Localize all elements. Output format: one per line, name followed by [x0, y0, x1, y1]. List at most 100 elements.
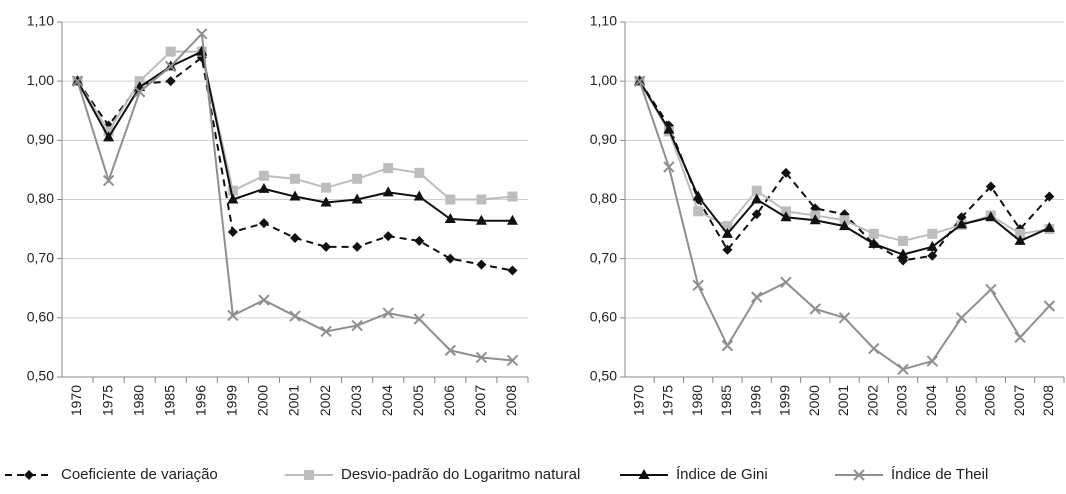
marker — [956, 212, 967, 223]
marker — [926, 355, 939, 367]
marker — [927, 250, 938, 261]
marker — [444, 213, 456, 224]
x-tick-label: 2007 — [472, 385, 488, 416]
marker — [985, 211, 997, 222]
marker — [476, 194, 487, 205]
marker — [1043, 300, 1056, 312]
marker — [444, 344, 457, 357]
marker — [165, 46, 176, 57]
x-tick-label: 1975 — [99, 385, 115, 416]
marker — [897, 248, 909, 259]
marker — [414, 167, 425, 178]
x-tick-label: 2005 — [952, 385, 968, 416]
marker — [227, 185, 238, 196]
x-tick-label: 1970 — [68, 385, 84, 416]
marker — [1014, 234, 1026, 245]
x-tick-label: 2002 — [317, 385, 333, 416]
x-tick-label: 1970 — [630, 385, 646, 416]
marker — [383, 163, 394, 174]
y-tick-label: 1,10 — [27, 13, 54, 29]
x-tick-label: 1985 — [718, 385, 734, 416]
marker — [476, 259, 487, 270]
marker — [445, 253, 456, 264]
marker — [133, 86, 146, 98]
marker — [692, 279, 704, 291]
x-tick-label: 2006 — [441, 385, 457, 416]
marker — [780, 167, 791, 178]
x-tick-label: 2008 — [1040, 385, 1056, 416]
marker — [722, 244, 733, 255]
legend-label: Desvio-padrão do Logaritmo natural — [341, 466, 580, 483]
marker — [955, 312, 968, 324]
marker — [839, 220, 850, 231]
marker — [290, 173, 300, 184]
x-tick-label: 2003 — [894, 385, 910, 416]
x-tick-label: 1985 — [161, 385, 177, 416]
marker — [103, 120, 114, 131]
marker — [258, 170, 269, 181]
marker — [506, 354, 519, 367]
x-tick-label: 2001 — [286, 385, 302, 416]
legend-label: Índice de Theil — [891, 466, 988, 483]
x-tick-label: 2004 — [379, 385, 395, 416]
x-tick-label: 2000 — [806, 385, 822, 416]
marker — [321, 182, 332, 193]
marker — [413, 313, 425, 325]
marker — [633, 75, 646, 87]
x-tick-label: 1975 — [660, 385, 676, 416]
y-tick-label: 0,70 — [590, 249, 617, 265]
marker — [751, 209, 762, 220]
x-tick-label: 1999 — [777, 385, 793, 416]
marker — [382, 186, 394, 197]
marker — [289, 310, 301, 322]
marker — [320, 325, 332, 338]
marker — [663, 123, 675, 134]
x-tick-label: 2002 — [864, 385, 880, 416]
x-tick-label: 2005 — [410, 385, 426, 416]
marker — [1015, 228, 1026, 239]
marker — [165, 76, 176, 87]
x-tick-label: 2000 — [255, 385, 271, 416]
marker — [413, 190, 425, 201]
marker — [506, 214, 518, 225]
marker — [692, 190, 704, 201]
marker — [289, 190, 301, 201]
y-tick-label: 1,00 — [27, 72, 54, 88]
marker — [868, 228, 879, 239]
marker — [227, 309, 239, 322]
y-tick-label: 1,00 — [590, 72, 617, 88]
y-tick-label: 0,60 — [27, 309, 54, 325]
marker — [507, 191, 518, 202]
y-tick-label: 0,80 — [590, 190, 617, 206]
marker — [258, 182, 270, 193]
marker — [638, 469, 650, 479]
y-tick-label: 0,80 — [27, 190, 54, 206]
marker — [780, 276, 792, 289]
x-tick-label: 1996 — [193, 385, 209, 416]
marker — [352, 241, 363, 252]
marker — [1043, 221, 1055, 232]
marker — [414, 235, 425, 246]
marker — [956, 218, 968, 229]
legend-label: Índice de Gini — [676, 466, 768, 483]
marker — [475, 214, 487, 225]
marker — [351, 193, 363, 204]
legend: Coeficiente de variação Desvio-padrão do … — [5, 466, 988, 483]
x-tick-label: 1999 — [224, 385, 240, 416]
y-tick-label: 0,70 — [27, 249, 54, 265]
marker — [751, 193, 763, 204]
marker — [290, 232, 300, 243]
x-tick-label: 2003 — [348, 385, 364, 416]
marker — [927, 228, 938, 239]
marker — [809, 214, 821, 225]
marker — [445, 194, 456, 205]
marker — [898, 235, 909, 246]
y-tick-label: 0,90 — [590, 131, 617, 147]
x-tick-label: 2001 — [835, 385, 851, 416]
y-tick-label: 0,90 — [27, 131, 54, 147]
marker — [751, 185, 762, 196]
x-tick-label: 1980 — [130, 385, 146, 416]
x-tick-label: 1980 — [689, 385, 705, 416]
marker — [693, 206, 704, 217]
x-tick-label: 1996 — [747, 385, 763, 416]
